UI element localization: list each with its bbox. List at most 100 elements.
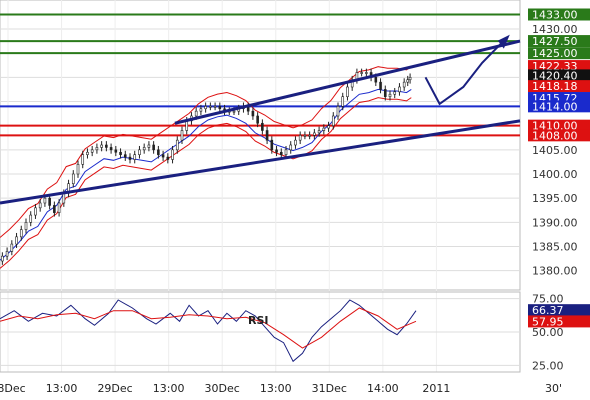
price-badge — [528, 60, 590, 73]
price-panel-frame — [0, 0, 521, 291]
candle-body — [289, 144, 293, 151]
candle-body — [209, 106, 212, 108]
rsi-badge — [528, 315, 590, 328]
candle-body — [1, 255, 4, 262]
time-tick-label: 29Dec — [97, 382, 132, 395]
rsi-tick-label: 50.00 — [532, 326, 564, 339]
candle-body — [204, 106, 207, 110]
candle-body — [341, 96, 345, 107]
channel-upper — [174, 39, 521, 125]
candle-body — [393, 91, 397, 95]
candle-body — [261, 122, 264, 131]
rsi-tick-label: 75.00 — [532, 293, 564, 306]
candle-body — [213, 106, 217, 108]
channel-lower — [0, 119, 521, 205]
candle-body — [166, 156, 170, 160]
price-tick-label: 1395.00 — [532, 192, 578, 205]
rsi-line-1 — [0, 307, 417, 349]
candle-body — [346, 86, 349, 97]
candle-body — [71, 173, 75, 184]
candle-body — [194, 110, 198, 117]
rsi-badge-label: 66.37 — [532, 304, 564, 317]
candle-body — [388, 93, 392, 97]
bollinger-lower — [0, 97, 412, 269]
projection-arrowhead — [497, 34, 510, 49]
candle-body — [256, 115, 259, 124]
candle-body — [128, 156, 132, 160]
price-badge-label: 1427.50 — [532, 35, 578, 48]
candle-body — [152, 144, 155, 151]
time-axis-suffix: 30' — [545, 382, 562, 395]
candle-body — [119, 151, 122, 155]
candle-body — [157, 149, 160, 155]
candle-body — [308, 135, 311, 137]
candle-body — [171, 149, 174, 160]
candle-body — [360, 72, 363, 74]
price-badge — [528, 35, 590, 48]
rsi-title: RSI — [248, 314, 269, 327]
price-badge-label: 1418.18 — [532, 80, 578, 93]
rsi-badge — [528, 304, 590, 317]
candle-body — [185, 120, 189, 131]
rsi-badge-label: 57.95 — [532, 315, 564, 328]
candle-body — [34, 207, 37, 216]
price-badge — [528, 129, 590, 142]
candle-body — [284, 149, 288, 155]
candle-body — [81, 154, 85, 165]
price-tick-label: 1380.00 — [532, 265, 578, 278]
time-tick-label: 13:00 — [46, 382, 78, 395]
candle-body — [317, 130, 321, 134]
candle-body — [95, 147, 99, 151]
price-badge — [528, 80, 590, 93]
rsi-line-0 — [0, 299, 417, 363]
candle-body — [100, 144, 103, 148]
candle-body — [327, 125, 330, 129]
price-tick-label: 1390.00 — [532, 216, 578, 229]
time-tick-label: 14:00 — [367, 382, 399, 395]
price-badge — [528, 69, 590, 82]
candle-body — [251, 110, 255, 117]
price-badge — [528, 47, 590, 60]
price-tick-label: 1400.00 — [532, 168, 578, 181]
candle-body — [62, 193, 66, 204]
projection-arrow — [424, 38, 507, 106]
price-tick-label: 1430.00 — [532, 23, 578, 36]
candle-body — [109, 147, 113, 151]
candle-body — [5, 251, 9, 257]
candle-body — [265, 130, 269, 141]
time-tick-label: 28Dec — [0, 382, 26, 395]
candle-body — [90, 149, 94, 153]
price-badge — [528, 119, 590, 132]
price-badge-label: 1408.00 — [532, 129, 578, 142]
candle-body — [29, 214, 33, 223]
candle-body — [322, 127, 326, 131]
candle-body — [133, 154, 137, 160]
candle-body — [138, 149, 141, 155]
candle-body — [147, 144, 151, 148]
price-badge-label: 1425.00 — [532, 47, 578, 60]
candle-body — [313, 132, 316, 136]
time-tick-label: 13:00 — [260, 382, 292, 395]
candle-body — [180, 130, 184, 141]
candle-body — [105, 144, 108, 148]
rsi-tick-label: 25.00 — [532, 359, 564, 372]
candle-body — [379, 81, 382, 90]
candle-body — [218, 106, 222, 110]
candle-body — [336, 106, 340, 117]
candle-body — [402, 81, 406, 88]
candle-body — [10, 243, 14, 252]
candle-body — [123, 154, 127, 158]
price-tick-label: 1385.00 — [532, 241, 578, 254]
time-axis: 28Dec 13:00 29Dec 13:00 30Dec 13:00 31Dec 14:00… — [0, 382, 450, 395]
candle-body — [48, 197, 51, 206]
candle-body — [86, 151, 89, 155]
candle-body — [270, 139, 274, 151]
candle-body — [57, 202, 61, 213]
candle-body — [114, 149, 118, 153]
candle-body — [161, 154, 165, 158]
candle-body — [53, 205, 56, 213]
candle-body — [76, 164, 80, 175]
candle-body — [406, 79, 410, 83]
time-tick-label: 31Dec — [312, 382, 347, 395]
